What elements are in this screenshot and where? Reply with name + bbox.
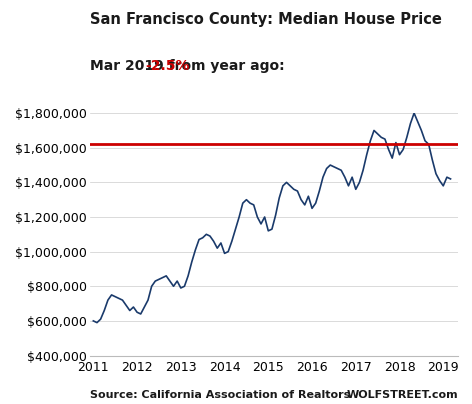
Text: San Francisco County: Median House Price: San Francisco County: Median House Price <box>90 12 441 27</box>
Text: Mar 2019 from year ago:: Mar 2019 from year ago: <box>90 59 289 73</box>
Text: Source: California Association of Realtors: Source: California Association of Realto… <box>90 390 350 400</box>
Text: WOLFSTREET.com: WOLFSTREET.com <box>346 390 458 400</box>
Text: -2.5%: -2.5% <box>145 59 190 73</box>
